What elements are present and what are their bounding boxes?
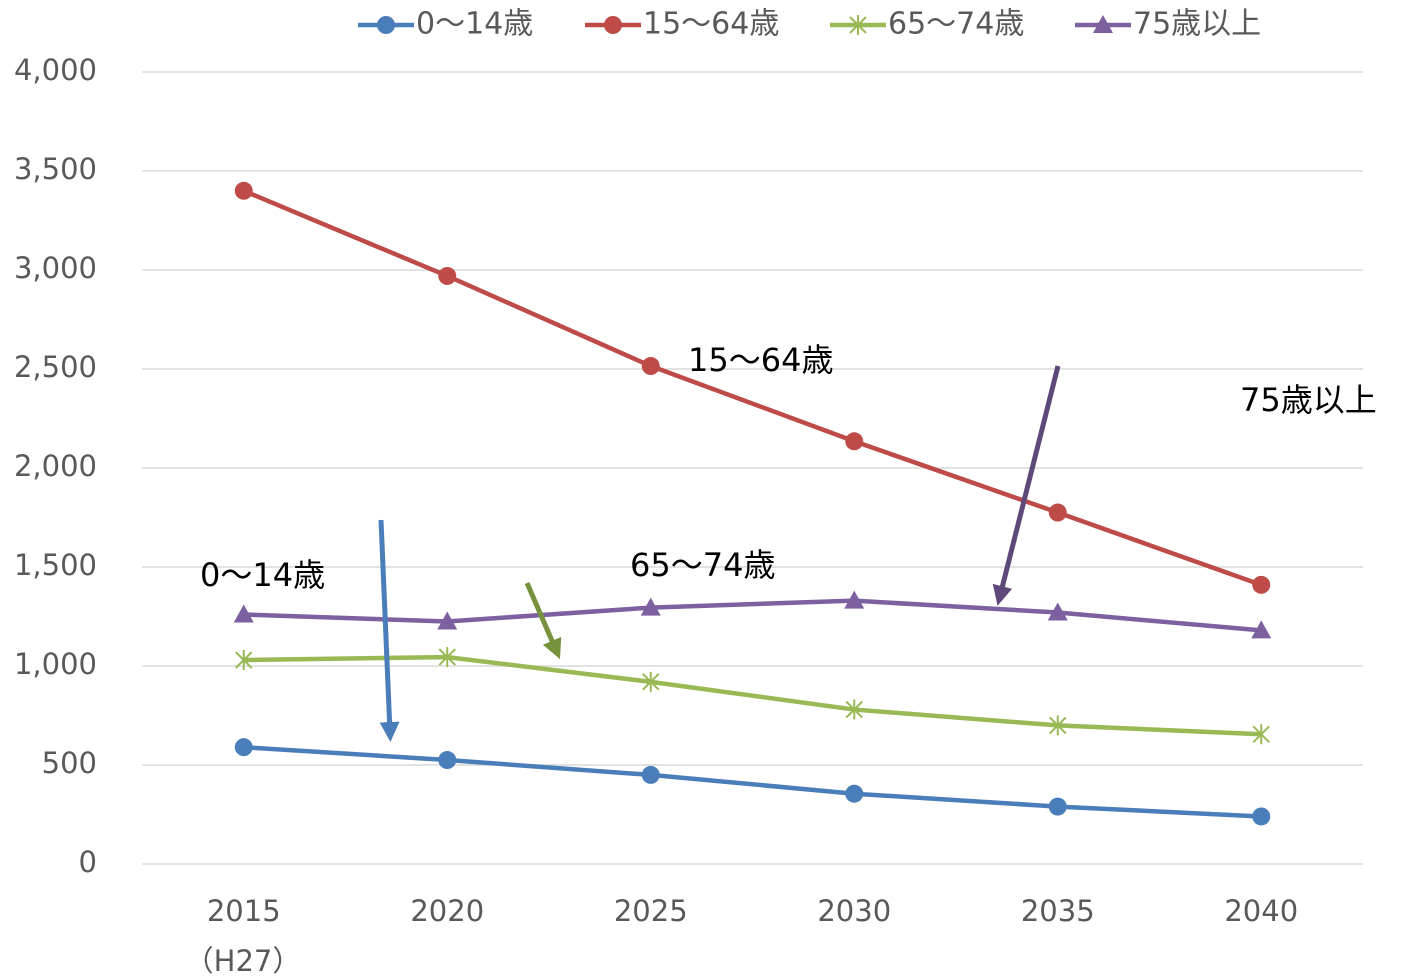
y-tick-label: 2,000 bbox=[14, 449, 97, 483]
grid: 0 500 1,000 1,500 2,000 2,500 3,000 3,500 4,000 2… bbox=[14, 53, 1363, 928]
y-tick-label: 1,000 bbox=[14, 647, 97, 681]
y-tick-label: 3,000 bbox=[14, 251, 97, 285]
annotation: 15〜64歳 bbox=[688, 341, 833, 379]
annotation: 75歳以上 bbox=[1240, 381, 1377, 419]
series bbox=[235, 738, 1271, 825]
chart: 0 500 1,000 1,500 2,000 2,500 3,000 3,500 4,000 2… bbox=[0, 0, 1416, 980]
x-tick-label: 2035 bbox=[1021, 894, 1095, 928]
legend-label: 75歳以上 bbox=[1133, 7, 1261, 42]
legend-marker bbox=[604, 16, 622, 34]
arrow bbox=[1000, 366, 1058, 596]
legend-label: 65〜74歳 bbox=[888, 7, 1024, 42]
point bbox=[845, 785, 863, 803]
arrow bbox=[381, 520, 390, 732]
point bbox=[1049, 504, 1067, 522]
y-tick-label: 1,500 bbox=[14, 548, 97, 582]
legend-label: 0〜14歳 bbox=[416, 7, 533, 42]
annotation: 65〜74歳 bbox=[630, 546, 775, 584]
series-line bbox=[244, 191, 1262, 585]
point bbox=[1049, 798, 1067, 816]
y-tick-label: 0 bbox=[79, 845, 97, 879]
series bbox=[235, 182, 1271, 594]
point bbox=[845, 432, 863, 450]
point bbox=[1252, 807, 1270, 825]
point bbox=[642, 357, 660, 375]
point bbox=[438, 751, 456, 769]
x-tick-sublabel: （H27） bbox=[185, 944, 302, 978]
legend: 0〜14歳 15〜64歳 65〜74歳 75歳以上 bbox=[358, 7, 1261, 42]
legend-marker bbox=[377, 16, 395, 34]
series bbox=[234, 591, 1272, 639]
point bbox=[235, 738, 253, 756]
series-line bbox=[244, 747, 1262, 816]
x-tick-label: 2040 bbox=[1224, 894, 1298, 928]
legend-label: 15〜64歳 bbox=[643, 7, 779, 42]
x-tick-label: 2030 bbox=[817, 894, 891, 928]
point bbox=[642, 766, 660, 784]
y-tick-label: 500 bbox=[42, 746, 97, 780]
series-line bbox=[244, 657, 1262, 734]
annotation: 0〜14歳 bbox=[200, 556, 325, 594]
series-line bbox=[244, 601, 1262, 631]
x-tick-label: 2025 bbox=[614, 894, 688, 928]
y-tick-label: 4,000 bbox=[14, 53, 97, 87]
y-tick-label: 2,500 bbox=[14, 350, 97, 384]
x-tick-label: 2020 bbox=[410, 894, 484, 928]
point bbox=[438, 267, 456, 285]
page: {"chart_data": {"type": "line", "categor… bbox=[0, 0, 1416, 980]
y-tick-label: 3,500 bbox=[14, 152, 97, 186]
x-tick-label: 2015 bbox=[207, 894, 281, 928]
point bbox=[235, 182, 253, 200]
point bbox=[1252, 576, 1270, 594]
